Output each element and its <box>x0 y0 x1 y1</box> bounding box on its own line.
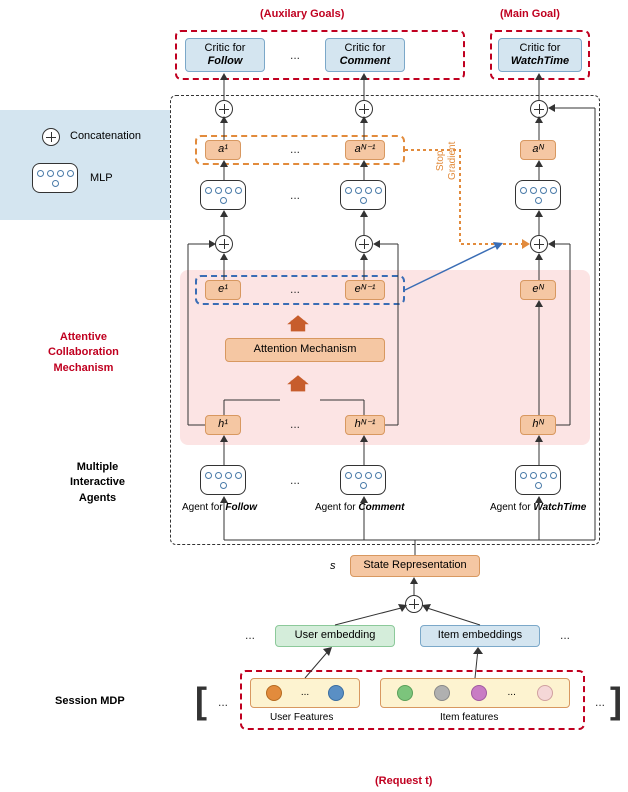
legend-concat-label: Concatenation <box>70 130 141 142</box>
legend-mlp-icon <box>32 163 78 193</box>
agent-follow-label: Agent for Follow <box>182 502 257 513</box>
aux-goals-label: (Auxilary Goals) <box>260 8 344 20</box>
request-label: (Request t) <box>375 775 432 787</box>
concat-3 <box>530 100 548 118</box>
agent-mlp-3 <box>515 465 561 495</box>
aNm1: aᴺ⁻¹ <box>345 140 385 160</box>
item-emb: Item embeddings <box>420 625 540 647</box>
concat-btm <box>405 595 423 613</box>
legend-mlp-label: MLP <box>90 172 113 184</box>
aN: aᴺ <box>520 140 556 160</box>
mlp-1 <box>200 180 246 210</box>
critic-watch: Critic forWatchTime <box>498 38 582 72</box>
stop-grad-label: StopGradient <box>435 142 459 180</box>
dots-critic: ... <box>290 48 300 62</box>
agent-mlp-1 <box>200 465 246 495</box>
dots-a: ... <box>290 142 300 156</box>
dots-feat-l: ... <box>218 695 228 709</box>
concat-m1 <box>215 235 233 253</box>
mdp-label: Session MDP <box>55 695 125 707</box>
concat-m3 <box>530 235 548 253</box>
user-emb: User embedding <box>275 625 395 647</box>
critic-comment: Critic forComment <box>325 38 405 72</box>
dots-feat-r: ... <box>595 695 605 709</box>
mlp-2 <box>340 180 386 210</box>
s-label: s <box>330 560 336 572</box>
legend-bg <box>0 110 170 220</box>
agent-comment-label: Agent for Comment <box>315 502 404 513</box>
agents-label: MultipleInteractiveAgents <box>70 460 125 506</box>
hN: hᴺ <box>520 415 556 435</box>
concat-m2 <box>355 235 373 253</box>
state-rep: State Representation <box>350 555 480 577</box>
h1: h¹ <box>205 415 241 435</box>
concat-2 <box>355 100 373 118</box>
eN: eᴺ <box>520 280 556 300</box>
e1: e¹ <box>205 280 241 300</box>
acm-label: AttentiveCollaborationMechanism <box>48 330 119 376</box>
dots-agent: ... <box>290 473 300 487</box>
mlp-3 <box>515 180 561 210</box>
dots-e: ... <box>290 282 300 296</box>
eNm1: eᴺ⁻¹ <box>345 280 385 300</box>
fat-arrow-up2 <box>291 381 305 392</box>
user-feat-label: User Features <box>270 712 333 723</box>
dots-emb-l: ... <box>245 628 255 642</box>
fat-arrow-up1 <box>291 321 305 332</box>
concat-1 <box>215 100 233 118</box>
main-goal-label: (Main Goal) <box>500 8 560 20</box>
a1: a¹ <box>205 140 241 160</box>
hNm1: hᴺ⁻¹ <box>345 415 385 435</box>
bracket-r: ] <box>610 680 622 722</box>
item-feat-label: Item features <box>440 712 498 723</box>
bracket-l: [ <box>195 680 207 722</box>
legend-concat-icon <box>42 128 60 146</box>
dots-mlp: ... <box>290 188 300 202</box>
agent-watch-label: Agent for WatchTime <box>490 502 586 513</box>
dots-h: ... <box>290 417 300 431</box>
agent-mlp-2 <box>340 465 386 495</box>
item-features: ... <box>380 678 570 708</box>
attention-block: Attention Mechanism <box>225 338 385 362</box>
critic-follow: Critic forFollow <box>185 38 265 72</box>
user-features: ... <box>250 678 360 708</box>
dots-emb-r: ... <box>560 628 570 642</box>
